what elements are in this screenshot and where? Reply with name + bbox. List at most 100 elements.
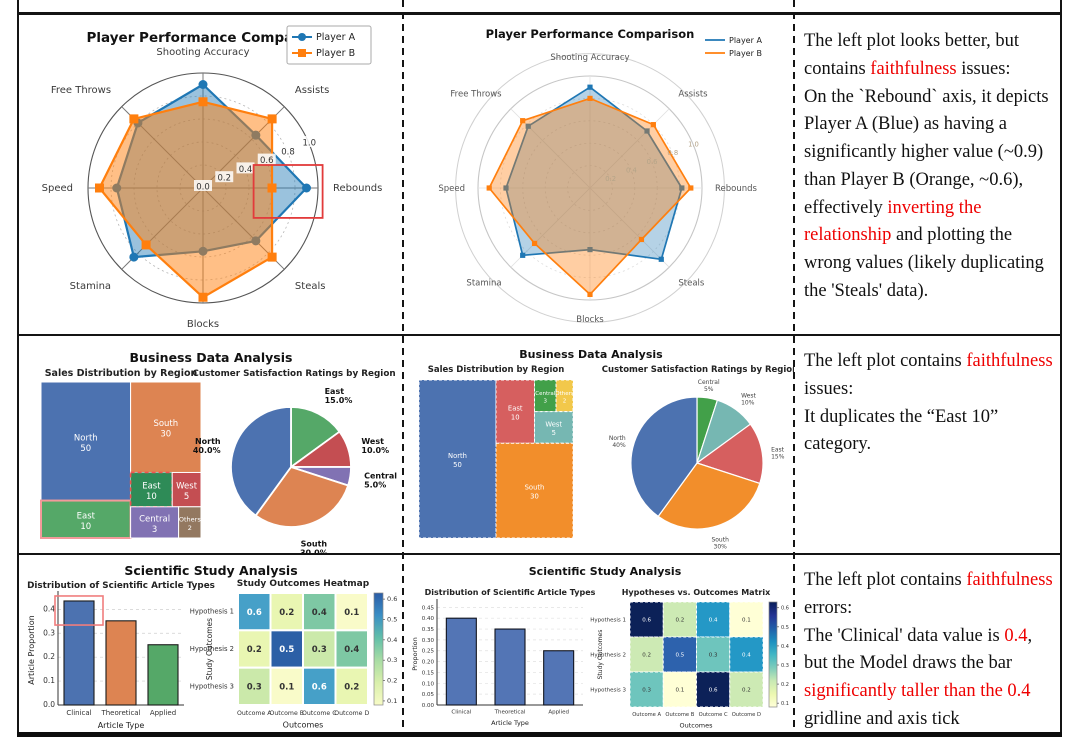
bar-category-label: Theoretical <box>100 709 140 717</box>
pie-slice-east <box>695 423 764 485</box>
radar-tick-label: 0.6 <box>260 156 274 166</box>
heatmap-cell <box>696 636 731 673</box>
heatmap-cell-value: 0.1 <box>676 688 685 694</box>
radar-tick-label: 0.0 <box>196 183 210 193</box>
treemap-cell-label: East <box>508 405 523 413</box>
colorbar-tick-label: 0.5 <box>781 625 789 631</box>
bar-ytick-label: 0.20 <box>422 660 435 666</box>
heatmap-cell-value: 0.4 <box>312 608 327 618</box>
heatmap-cell <box>334 629 369 669</box>
colorbar-tick-label: 0.6 <box>387 595 397 603</box>
pie-title: Customer Satisfaction Ratings by Region <box>602 365 794 375</box>
treemap-cell-value: 10 <box>511 413 520 421</box>
bar-ytick-label: 0.4 <box>43 604 55 613</box>
treemap-cell-label: East <box>142 482 161 492</box>
table-border-left <box>17 0 19 737</box>
treemap-cell-value: 2 <box>188 524 192 532</box>
treemap-cell-label: North <box>448 452 467 460</box>
radar-spoke <box>589 108 670 189</box>
legend-label: Player B <box>316 48 355 59</box>
radar-marker <box>486 185 492 191</box>
heatmap-col-label: Outcome C <box>699 712 728 718</box>
bar-category-label: Clinical <box>451 710 471 716</box>
pie-slice-south <box>657 462 761 530</box>
heatmap-row-label: Hypothesis 2 <box>190 645 234 653</box>
heatmap-title: Study Outcomes Heatmap <box>237 579 370 589</box>
heatmap-cell-value: 0.5 <box>676 653 685 659</box>
heatmap-cell-value: 0.1 <box>279 683 294 693</box>
description-text: The left plot looks better, but contains <box>804 31 1020 79</box>
radar-tick-label: 0.4 <box>239 165 253 175</box>
error-highlight-rect <box>54 595 104 626</box>
radar-marker <box>644 128 650 134</box>
radar-axis-label: Assists <box>295 85 329 96</box>
pie-slice-pct: 30% <box>714 543 728 550</box>
radar-axis-label: Steals <box>295 281 326 292</box>
radar-axis-label: Stamina <box>466 278 501 288</box>
treemap-cell-value: 50 <box>453 461 462 469</box>
heatmap-row-label: Hypothesis 2 <box>590 653 626 659</box>
radar-marker <box>267 183 277 193</box>
radar-axis-label: Steals <box>678 278 705 288</box>
row-separator-2 <box>17 553 1062 555</box>
pie-slice-north <box>230 406 292 517</box>
description-text: issues: It duplicates the “East 10” cate… <box>804 378 999 455</box>
heatmap-cell-value: 0.1 <box>344 608 359 618</box>
description-text: gridline and axis tick <box>804 708 960 729</box>
radar-tick-label: 0.2 <box>605 175 616 183</box>
radar-axis-label: Shooting Accuracy <box>156 47 249 58</box>
pie-slice-label: North <box>609 435 626 442</box>
pie-slice-pct: 10.0% <box>361 446 389 455</box>
heatmap-row-label: Hypothesis 1 <box>590 618 626 624</box>
pie-slice-north <box>630 396 698 518</box>
radar-marker <box>688 185 694 191</box>
figure-scientific-study-right-reference: Scientific Study Analysis Distribution of… <box>411 565 789 729</box>
pie-slice-label: South <box>301 539 328 548</box>
heatmap-cell <box>696 601 731 638</box>
heatmap-cell-value: 0.2 <box>676 618 685 624</box>
radar-marker <box>198 80 208 89</box>
radar-marker <box>525 123 531 129</box>
figure-radar-chart-left-model: 0.0 0.2 0.4 0.6 0.8 1.0 Shooting Accuracy Assis… <box>42 25 382 330</box>
bar-ytick-label: 0.10 <box>422 681 435 687</box>
bar-ytick-label: 0.05 <box>422 692 435 698</box>
radar-marker <box>587 247 593 253</box>
pie-slice-label: West <box>741 392 756 399</box>
description-cell-business-row: The left plot contains faithfulness issu… <box>795 336 1060 553</box>
heatmap-col-label: Outcome D <box>334 710 369 717</box>
heatmap-cell <box>729 636 764 673</box>
heatmap-ylabel: Study Outcomes <box>205 618 214 680</box>
heatmap-col-label: Outcome B <box>665 712 694 718</box>
treemap-cell-north <box>40 381 132 502</box>
radar-marker <box>638 236 645 243</box>
radar-tick-label: 1.0 <box>688 141 699 149</box>
pie-slice-pct: 5.0% <box>364 481 386 490</box>
radar-tick-bg <box>194 180 212 191</box>
treemap-cell-value: 50 <box>80 444 91 454</box>
bar-ytick-label: 0.30 <box>422 638 435 644</box>
heatmap-cell-value: 0.5 <box>279 645 294 655</box>
heatmap-col-label: Outcome A <box>632 712 661 718</box>
legend-label: Player A <box>316 32 356 43</box>
pie-slice-pct: 40% <box>612 442 626 449</box>
radar-tick-label: 0.8 <box>281 147 295 157</box>
colorbar-tick-label: 0.4 <box>387 636 397 644</box>
heatmap-cell-value: 0.6 <box>312 683 327 693</box>
heatmap-ylabel: Study Outcomes <box>597 630 604 680</box>
bar-ylabel: Article Proportion <box>27 615 36 684</box>
chart-title: Player Performance Comparison <box>87 30 332 46</box>
pie-slice-label: North <box>195 437 221 446</box>
figure-business-data-right-reference: Business Data Analysis Sales Distribution… <box>418 348 794 550</box>
description-text: , but the Model draws the bar <box>804 625 1033 674</box>
heatmap-row-label: Hypothesis 1 <box>190 608 234 616</box>
pie-slice-label: East <box>325 387 345 396</box>
heatmap-cell-value: 0.2 <box>642 653 651 659</box>
heatmap-col-label: Outcome D <box>732 712 761 718</box>
treemap-cell-value: 30 <box>530 492 539 500</box>
bar-ytick-label: 0.15 <box>422 670 435 676</box>
figure-title: Business Data Analysis <box>130 350 293 365</box>
description-text: issues: On the `Rebound` axis, it depict… <box>804 58 1049 218</box>
colorbar-tick-label: 0.3 <box>781 663 789 669</box>
heatmap-cell-value: 0.6 <box>709 688 718 694</box>
